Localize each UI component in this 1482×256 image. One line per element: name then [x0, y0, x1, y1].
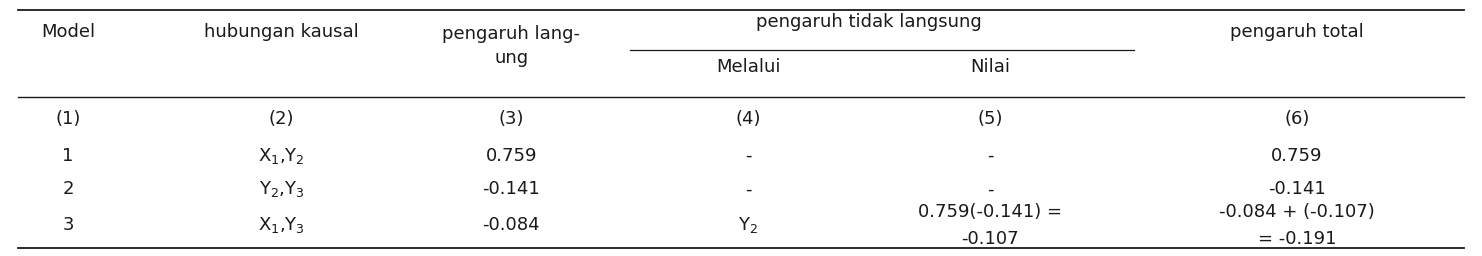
Text: (4): (4)	[735, 110, 762, 128]
Text: Y$_2$: Y$_2$	[738, 215, 759, 235]
Text: -0.141: -0.141	[483, 180, 539, 198]
Text: X$_1$,Y$_2$: X$_1$,Y$_2$	[258, 146, 305, 166]
Text: Model: Model	[41, 23, 95, 41]
Text: -: -	[987, 180, 993, 198]
Text: 0.759(-0.141) =: 0.759(-0.141) =	[917, 204, 1063, 221]
Text: Y$_2$,Y$_3$: Y$_2$,Y$_3$	[259, 179, 304, 199]
Text: (5): (5)	[977, 110, 1003, 128]
Text: (2): (2)	[268, 110, 295, 128]
Text: -: -	[987, 147, 993, 165]
Text: 2: 2	[62, 180, 74, 198]
Text: -0.084 + (-0.107): -0.084 + (-0.107)	[1218, 204, 1375, 221]
Text: 3: 3	[62, 216, 74, 234]
Text: -0.141: -0.141	[1269, 180, 1325, 198]
Text: 0.759: 0.759	[486, 147, 536, 165]
Text: 1: 1	[62, 147, 74, 165]
Text: = -0.191: = -0.191	[1258, 230, 1335, 248]
Text: 0.759: 0.759	[1272, 147, 1322, 165]
Text: (6): (6)	[1283, 110, 1310, 128]
Text: -: -	[745, 180, 751, 198]
Text: hubungan kausal: hubungan kausal	[205, 23, 359, 41]
Text: X$_1$,Y$_3$: X$_1$,Y$_3$	[258, 215, 305, 235]
Text: Nilai: Nilai	[971, 58, 1009, 76]
Text: Melalui: Melalui	[716, 58, 781, 76]
Text: pengaruh tidak langsung: pengaruh tidak langsung	[756, 13, 983, 31]
Text: pengaruh total: pengaruh total	[1230, 23, 1363, 41]
Text: (1): (1)	[55, 110, 82, 128]
Text: -: -	[745, 147, 751, 165]
Text: pengaruh lang-
ung: pengaruh lang- ung	[442, 25, 581, 67]
Text: -0.084: -0.084	[483, 216, 539, 234]
Text: -0.107: -0.107	[962, 230, 1018, 248]
Text: (3): (3)	[498, 110, 525, 128]
